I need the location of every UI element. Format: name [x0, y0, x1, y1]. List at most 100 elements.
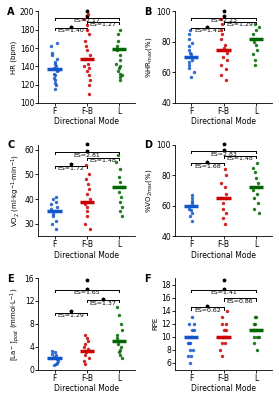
Point — [190, 334, 195, 340]
Point — [82, 56, 87, 62]
Point — [55, 56, 59, 62]
Point — [115, 47, 119, 53]
Point — [253, 314, 257, 320]
Point — [116, 341, 120, 347]
Point — [84, 349, 88, 356]
Point — [115, 335, 119, 341]
Point — [84, 161, 88, 168]
Point — [188, 202, 192, 209]
Point — [190, 314, 194, 320]
Point — [83, 221, 88, 227]
Point — [117, 312, 121, 318]
Point — [219, 180, 223, 186]
Point — [219, 16, 223, 22]
Point — [223, 334, 228, 340]
Point — [119, 213, 124, 220]
Text: ES=2.83: ES=2.83 — [210, 152, 237, 157]
Point — [223, 166, 227, 172]
Point — [190, 198, 194, 204]
Point — [52, 61, 57, 68]
Point — [251, 327, 255, 334]
Point — [84, 43, 88, 49]
Point — [84, 26, 89, 33]
Point — [222, 327, 227, 334]
Point — [54, 63, 59, 70]
Point — [192, 327, 196, 334]
Point — [50, 49, 54, 56]
Y-axis label: %HR$_{max}$(%): %HR$_{max}$(%) — [144, 36, 154, 78]
Point — [81, 358, 86, 364]
Point — [252, 327, 256, 334]
Point — [190, 57, 194, 63]
Point — [83, 201, 87, 207]
Point — [251, 187, 256, 194]
Point — [49, 355, 54, 361]
Point — [257, 210, 261, 216]
Point — [251, 164, 255, 171]
Point — [223, 340, 227, 346]
Point — [49, 201, 54, 207]
Point — [87, 186, 91, 192]
Point — [120, 355, 124, 361]
Point — [81, 344, 86, 350]
Text: ES=1.65: ES=1.65 — [74, 290, 100, 296]
Point — [51, 196, 55, 202]
Point — [251, 195, 256, 201]
Point — [50, 211, 55, 217]
Text: ES=1.41: ES=1.41 — [194, 28, 221, 33]
Point — [82, 63, 86, 70]
Point — [186, 334, 191, 340]
Point — [254, 327, 258, 334]
Point — [190, 210, 194, 216]
Point — [189, 327, 194, 334]
Point — [88, 77, 92, 83]
Point — [84, 68, 89, 74]
Point — [187, 49, 192, 56]
Point — [51, 354, 56, 360]
Point — [256, 180, 260, 186]
Y-axis label: RPE: RPE — [153, 317, 158, 330]
Point — [117, 65, 121, 71]
Point — [53, 80, 57, 86]
Point — [50, 350, 55, 357]
Point — [86, 60, 90, 67]
Y-axis label: %VO$_{2max}$(%): %VO$_{2max}$(%) — [144, 168, 154, 213]
Point — [223, 184, 227, 191]
Point — [50, 52, 54, 58]
Point — [54, 203, 59, 210]
Point — [83, 176, 88, 182]
Point — [189, 51, 193, 57]
Point — [224, 49, 229, 56]
Point — [253, 321, 258, 327]
Point — [189, 195, 194, 201]
Point — [49, 206, 54, 212]
Point — [53, 86, 57, 92]
Point — [116, 68, 121, 74]
Point — [84, 191, 89, 197]
Point — [189, 334, 193, 340]
Point — [118, 63, 123, 70]
Point — [219, 62, 223, 68]
Y-axis label: [La$^-$]$_{post}$ (mmol·L$^{-1}$): [La$^-$]$_{post}$ (mmol·L$^{-1}$) — [8, 287, 22, 360]
Point — [187, 31, 192, 38]
Point — [83, 341, 87, 347]
Point — [54, 352, 58, 358]
Y-axis label: HR (bpm): HR (bpm) — [10, 40, 17, 74]
Point — [224, 308, 229, 314]
Point — [252, 62, 257, 68]
Point — [187, 36, 191, 42]
Point — [188, 26, 193, 33]
X-axis label: Directional Mode: Directional Mode — [191, 251, 256, 260]
Point — [55, 356, 59, 362]
Point — [49, 43, 54, 49]
Point — [188, 213, 192, 220]
Point — [120, 72, 124, 79]
Point — [52, 349, 57, 356]
Point — [253, 57, 258, 63]
Text: ES=2.17: ES=2.17 — [73, 18, 100, 23]
Point — [252, 334, 257, 340]
Point — [117, 188, 121, 195]
Text: ES=1.29: ES=1.29 — [226, 22, 253, 27]
Point — [252, 340, 256, 346]
Point — [54, 218, 58, 224]
